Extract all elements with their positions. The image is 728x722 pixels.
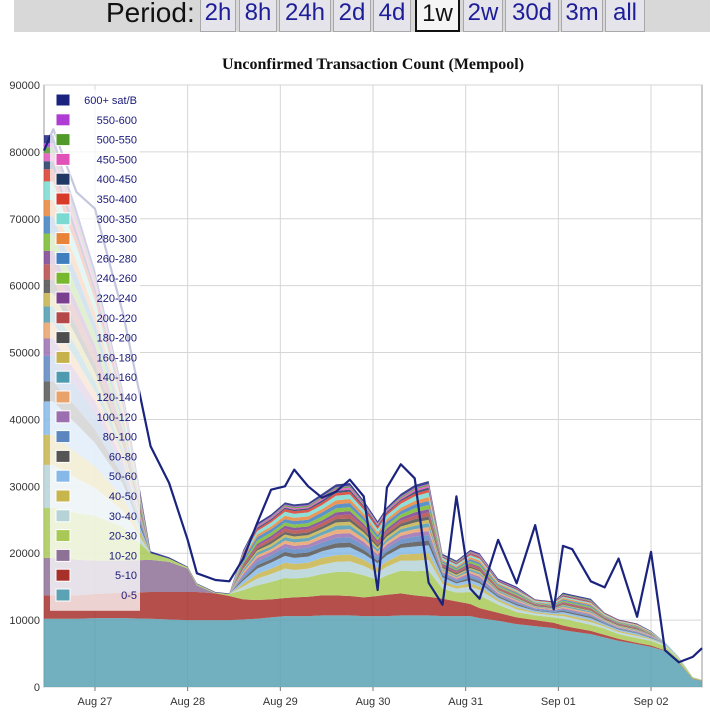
period-button-2w[interactable]: 2w [463, 0, 503, 32]
y-tick-label: 10000 [9, 615, 40, 627]
y-tick-label: 0 [34, 682, 40, 694]
x-tick-label: Aug 28 [170, 696, 205, 708]
y-tick-label: 60000 [9, 281, 40, 293]
period-button-8h[interactable]: 8h [239, 0, 277, 32]
legend-label: 10-20 [109, 550, 137, 562]
x-tick-label: Aug 31 [448, 696, 483, 708]
y-tick-label: 70000 [9, 214, 40, 226]
legend-label: 140-160 [97, 372, 137, 384]
legend-label: 180-200 [97, 333, 137, 345]
legend-label: 300-350 [97, 214, 137, 226]
legend-swatch [55, 370, 71, 384]
y-tick-label: 20000 [9, 548, 40, 560]
legend-swatch [55, 232, 71, 246]
legend-label: 5-10 [115, 570, 137, 582]
legend-label: 0-5 [121, 590, 137, 602]
legend-swatch [55, 548, 71, 562]
period-bar: Period: 2h 8h 24h 2d 4d 1w 2w 30d 3m all [14, 0, 710, 32]
period-button-24h[interactable]: 24h [279, 0, 331, 32]
legend-label: 50-60 [109, 471, 137, 483]
legend-swatch [55, 271, 71, 285]
area-series-30-40 [44, 464, 702, 680]
period-label: Period: [106, 0, 195, 28]
y-tick-label: 30000 [9, 481, 40, 493]
legend-label: 80-100 [103, 432, 137, 444]
area-series-5-10 [44, 592, 702, 681]
legend-label: 40-50 [109, 491, 137, 503]
legend-label: 160-180 [97, 352, 137, 364]
legend-swatch [55, 489, 71, 503]
legend-label: 500-550 [97, 135, 137, 147]
legend-swatch [55, 350, 71, 364]
chart-title: Unconfirmed Transaction Count (Mempool) [221, 56, 525, 73]
y-tick-label: 80000 [9, 147, 40, 159]
x-tick-label: Aug 29 [263, 696, 298, 708]
x-tick-label: Aug 27 [78, 696, 113, 708]
legend-label: 260-280 [97, 253, 137, 265]
legend-swatch [55, 410, 71, 424]
period-button-3m[interactable]: 3m [561, 0, 603, 32]
legend-label: 550-600 [97, 115, 137, 127]
legend-swatch [55, 430, 71, 444]
legend-swatch [55, 331, 71, 345]
legend-label: 30-40 [109, 511, 137, 523]
legend-label: 350-400 [97, 194, 137, 206]
legend-label: 100-120 [97, 412, 137, 424]
x-tick-label: Sep 02 [634, 696, 669, 708]
x-tick-label: Aug 30 [356, 696, 391, 708]
legend-swatch [55, 449, 71, 463]
legend-swatch [55, 113, 71, 127]
y-tick-label: 50000 [9, 348, 40, 360]
legend-label: 240-260 [97, 273, 137, 285]
total-line [42, 128, 703, 664]
legend-swatch [55, 568, 71, 582]
legend-swatch [55, 251, 71, 265]
area-series-20-30 [44, 507, 702, 681]
period-button-4d[interactable]: 4d [373, 0, 411, 32]
period-button-all[interactable]: all [605, 0, 645, 32]
period-button-1w[interactable]: 1w [415, 0, 460, 32]
legend-swatch [55, 152, 71, 166]
legend-swatch [55, 291, 71, 305]
period-button-2h[interactable]: 2h [200, 0, 236, 32]
legend-label: 200-220 [97, 313, 137, 325]
legend-swatch [55, 212, 71, 226]
legend-label: 60-80 [109, 451, 137, 463]
legend-swatch [55, 192, 71, 206]
y-tick-label: 40000 [9, 414, 40, 426]
legend-swatch [55, 172, 71, 186]
legend-swatch [55, 133, 71, 147]
legend-swatch [55, 469, 71, 483]
legend-swatch [55, 93, 71, 107]
y-tick-label: 90000 [9, 80, 40, 92]
legend-label: 120-140 [97, 392, 137, 404]
legend-label: 20-30 [109, 531, 137, 543]
legend-swatch [55, 529, 71, 543]
period-button-30d[interactable]: 30d [505, 0, 559, 32]
legend-swatch [55, 390, 71, 404]
legend-swatch [55, 311, 71, 325]
x-tick-label: Sep 01 [541, 696, 576, 708]
area-series-0-5 [44, 615, 702, 687]
legend-label: 400-450 [97, 174, 137, 186]
legend-label: 280-300 [97, 234, 137, 246]
legend-label: 600+ sat/B [84, 95, 137, 107]
legend-swatch [55, 588, 71, 602]
legend-swatch [55, 509, 71, 523]
period-button-2d[interactable]: 2d [333, 0, 371, 32]
legend-label: 220-240 [97, 293, 137, 305]
legend-label: 450-500 [97, 154, 137, 166]
